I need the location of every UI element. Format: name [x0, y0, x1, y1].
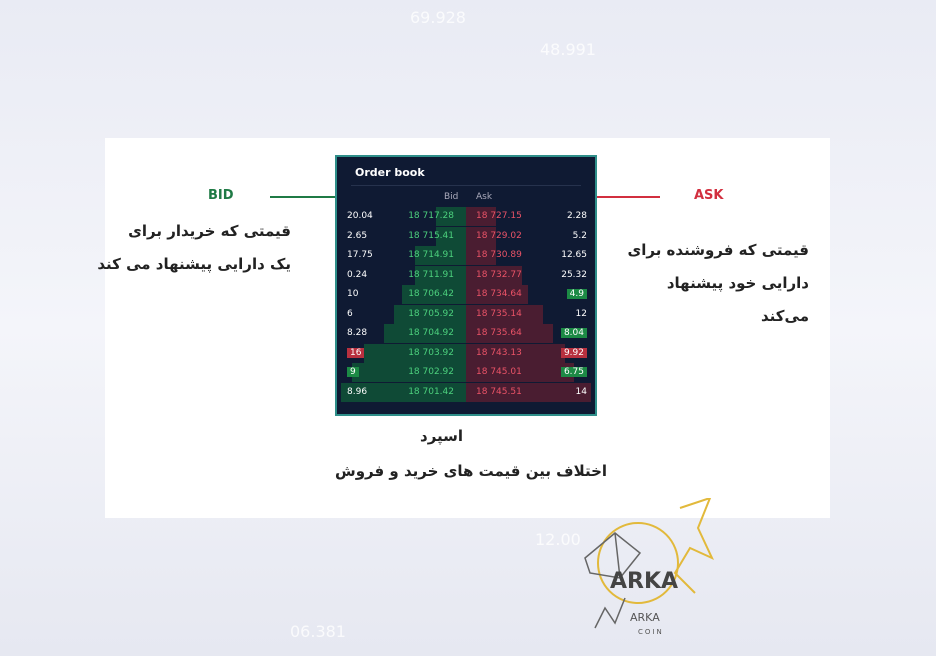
bid-price: 18 714.91: [408, 250, 454, 260]
ask-amount: 5.2: [572, 230, 587, 241]
bid-amount: 0.24: [347, 269, 368, 280]
ask-depth-bar: [466, 324, 554, 343]
svg-text:COIN: COIN: [638, 628, 664, 636]
bid-amount: 9: [347, 367, 359, 377]
bid-pointer-line: [270, 196, 395, 198]
ask-depth-bar: [466, 246, 496, 265]
ask-description: قیمتی که فروشنده برای دارایی خود پیشنهاد…: [627, 234, 809, 333]
bid-description: قیمتی که خریدار برای یک دارایی پیشنهاد م…: [97, 215, 291, 281]
ask-amount: 25.32: [561, 269, 587, 280]
logo-text: ARKA: [610, 569, 678, 594]
ask-amount: 6.75: [560, 367, 587, 377]
bg-number: 69.928: [410, 8, 466, 27]
ask-amount: 4.9: [566, 289, 587, 299]
svg-text:ARKA: ARKA: [630, 611, 660, 624]
order-row: 2.65 18 715.41 18 729.02 5.2: [337, 226, 595, 246]
bid-amount: 20.04: [347, 211, 373, 221]
bid-desc-line: قیمتی که خریدار برای: [128, 222, 291, 240]
bid-depth-bar: [414, 246, 466, 265]
order-book: Order book Bid Ask 20.04 18 717.28 18 72…: [335, 155, 597, 416]
bid-amount: 16: [347, 347, 365, 358]
ask-price: 18 735.14: [476, 308, 522, 319]
ask-amount: 9.92: [560, 347, 587, 358]
ask-price: 18 730.89: [476, 250, 522, 260]
ask-depth-bar: [466, 343, 566, 363]
order-row: 10 18 706.42 18 734.64 4.9: [337, 285, 595, 304]
ask-amount: 2.28: [566, 211, 587, 221]
ask-amount: 12.65: [561, 250, 587, 260]
bid-amount: 17.75: [347, 250, 373, 260]
bg-number: 12.00: [535, 530, 581, 549]
spread-description: اختلاف بین قیمت های خرید و فروش: [335, 462, 608, 480]
order-row: 16 18 703.92 18 743.13 9.92: [337, 343, 595, 363]
divider: [351, 185, 581, 186]
order-row: 20.04 18 717.28 18 727.15 2.28: [337, 207, 595, 226]
ask-desc-line: دارایی خود پیشنهاد: [666, 274, 809, 292]
ask-price: 18 735.64: [476, 328, 522, 338]
order-row: 8.28 18 704.92 18 735.64 8.04: [337, 324, 595, 343]
ask-price: 18 743.13: [476, 347, 522, 358]
bid-price: 18 717.28: [408, 211, 454, 221]
bid-depth-bar: [436, 226, 466, 246]
bg-number: 06.381: [290, 622, 346, 641]
order-row: 8.96 18 701.42 18 745.51 14: [337, 382, 595, 402]
ask-price: 18 732.77: [476, 269, 522, 280]
order-row: 0.24 18 711.91 18 732.77 25.32: [337, 265, 595, 285]
bid-price: 18 704.92: [408, 328, 454, 338]
bid-label: BID: [208, 188, 234, 203]
bid-depth-bar: [401, 285, 466, 304]
ask-price: 18 729.02: [476, 230, 522, 241]
bid-price: 18 711.91: [408, 269, 454, 280]
bid-header: Bid: [444, 192, 459, 202]
bid-depth-bar: [341, 382, 466, 402]
bid-amount: 8.96: [347, 386, 368, 397]
ask-label: ASK: [694, 188, 724, 203]
bid-price: 18 702.92: [408, 367, 454, 377]
ask-depth-bar: [466, 265, 523, 285]
ask-amount: 12: [575, 308, 587, 319]
bid-amount: 6: [347, 308, 353, 319]
order-book-title: Order book: [355, 166, 425, 179]
spread-title: اسپرد: [420, 427, 464, 445]
ask-depth-bar: [466, 363, 574, 382]
bid-desc-line: یک دارایی پیشنهاد می کند: [97, 255, 291, 273]
ask-header: Ask: [476, 192, 493, 202]
ask-desc-line: قیمتی که فروشنده برای: [627, 241, 809, 259]
order-row: 17.75 18 714.91 18 730.89 12.65: [337, 246, 595, 265]
ask-depth-bar: [466, 226, 496, 246]
order-row: 9 18 702.92 18 745.01 6.75: [337, 363, 595, 382]
ask-amount: 14: [575, 386, 587, 397]
ask-amount: 8.04: [560, 328, 587, 338]
bid-price: 18 703.92: [408, 347, 454, 358]
bg-number: 48.991: [540, 40, 596, 59]
bid-amount: 10: [347, 289, 359, 299]
ask-depth-bar: [466, 285, 529, 304]
bid-amount: 8.28: [347, 328, 368, 338]
ask-depth-bar: [466, 207, 496, 226]
ask-price: 18 727.15: [476, 211, 522, 221]
ask-desc-line: می‌کند: [761, 307, 809, 325]
bid-amount: 2.65: [347, 230, 368, 241]
ask-price: 18 734.64: [476, 289, 522, 299]
bid-price: 18 706.42: [408, 289, 454, 299]
bid-depth-bar: [414, 265, 466, 285]
order-row: 6 18 705.92 18 735.14 12: [337, 304, 595, 324]
bid-depth-bar: [394, 304, 466, 324]
ask-price: 18 745.51: [476, 386, 522, 397]
bid-depth-bar: [352, 363, 466, 382]
bid-price: 18 701.42: [408, 386, 454, 397]
bid-price: 18 715.41: [408, 230, 454, 241]
bid-price: 18 705.92: [408, 308, 454, 319]
bid-depth-bar: [383, 324, 466, 343]
arka-coin-logo: ARKA ARKA COIN: [584, 498, 715, 636]
ask-depth-bar: [466, 304, 544, 324]
bid-depth-bar: [363, 343, 466, 363]
bid-depth-bar: [436, 207, 466, 226]
ask-price: 18 745.01: [476, 367, 522, 377]
ask-depth-bar: [466, 382, 591, 402]
